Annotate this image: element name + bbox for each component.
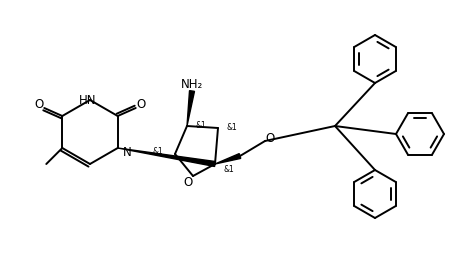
Text: O: O (35, 98, 44, 111)
Text: O: O (265, 131, 275, 144)
Text: O: O (136, 98, 145, 111)
Text: &1: &1 (226, 122, 237, 131)
Text: &1: &1 (195, 120, 206, 129)
Text: O: O (184, 175, 193, 188)
Text: NH₂: NH₂ (181, 77, 203, 90)
Text: &1: &1 (152, 146, 163, 155)
Text: HN: HN (79, 93, 97, 106)
Polygon shape (215, 154, 241, 164)
Text: &1: &1 (223, 164, 234, 173)
Text: N: N (123, 145, 131, 158)
Polygon shape (187, 91, 194, 126)
Polygon shape (118, 148, 215, 167)
